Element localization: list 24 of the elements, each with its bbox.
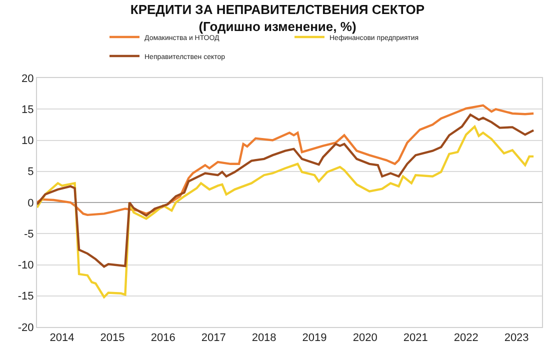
x-tick-label: 2016 [150,332,176,344]
y-tick-label: 0 [28,197,34,210]
x-tick-label: 2017 [201,332,226,344]
chart-title: КРЕДИТИ ЗА НЕПРАВИТЕЛСТВЕНИЯ СЕКТОР [130,2,425,18]
y-tick-label: 15 [22,104,34,116]
x-tick-label: 2019 [302,332,327,344]
x-tick-label: 2015 [100,332,125,344]
chart-subtitle: (Годишно изменение, %) [198,19,356,34]
y-tick-label: 10 [22,135,34,148]
y-tick-label: 20 [22,72,34,85]
x-tick-label: 2018 [252,332,276,344]
y-tick-label: 5 [28,166,34,178]
y-tick-label: -5 [24,228,34,240]
x-tick-label: 2023 [504,332,529,344]
y-tick-label: -10 [18,260,34,272]
line-series [37,125,535,298]
y-tick-label: -20 [18,322,34,334]
x-tick-label: 2021 [403,332,428,344]
line-series [37,114,535,268]
x-tick-label: 2020 [352,332,378,344]
line-series [37,104,535,216]
x-tick-label: 2022 [454,332,478,344]
y-tick-label: -15 [18,290,34,303]
x-tick-label: 2014 [50,332,74,344]
